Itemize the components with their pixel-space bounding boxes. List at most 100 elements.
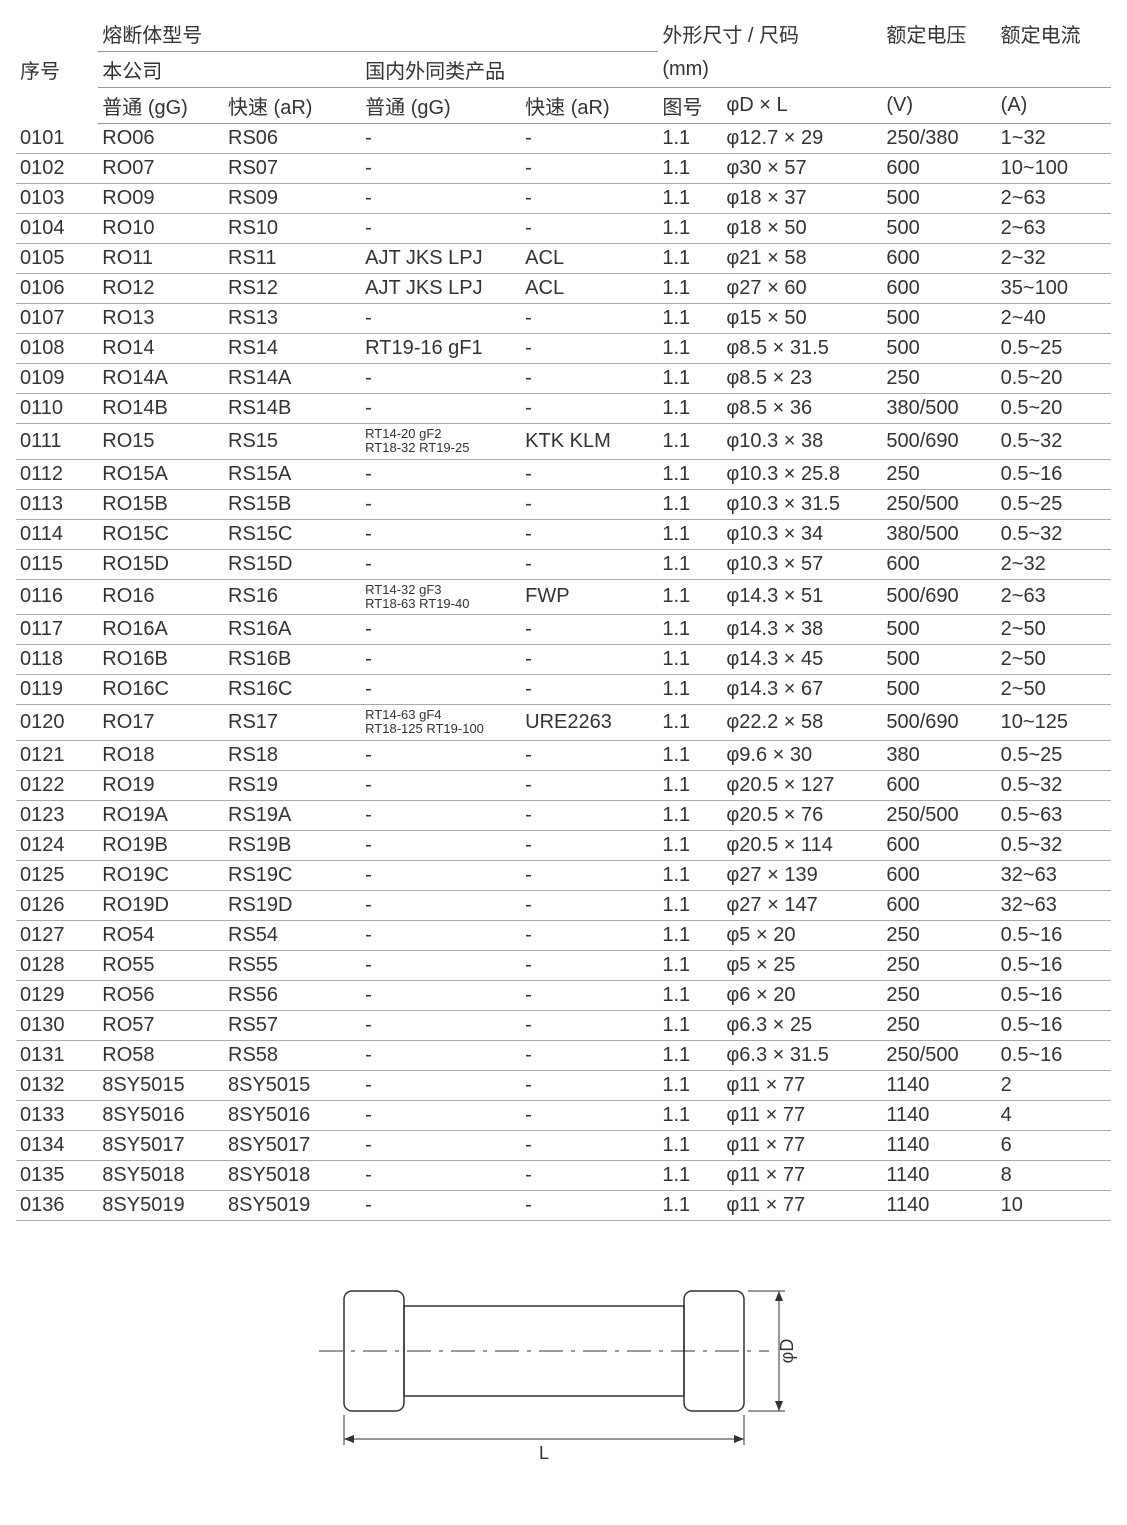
cell-seq: 0117 <box>16 615 98 645</box>
cell-v: 250/500 <box>882 1040 996 1070</box>
cell-dl: φ10.3 × 31.5 <box>722 489 882 519</box>
cell-gg2: RT19-16 gF1 <box>361 334 521 364</box>
hdr-v-unit: (V) <box>882 88 996 124</box>
cell-seq: 0125 <box>16 860 98 890</box>
cell-seq: 0106 <box>16 274 98 304</box>
cell-dl: φ11 × 77 <box>722 1160 882 1190</box>
cell-dl: φ8.5 × 36 <box>722 394 882 424</box>
cell-seq: 0105 <box>16 244 98 274</box>
cell-fig: 1.1 <box>658 830 722 860</box>
table-row: 01328SY50158SY5015--1.1φ11 × 7711402 <box>16 1070 1111 1100</box>
cell-gg2: - <box>361 615 521 645</box>
cell-dl: φ8.5 × 23 <box>722 364 882 394</box>
cell-ar1: RS16C <box>224 675 361 705</box>
cell-ar1: 8SY5017 <box>224 1130 361 1160</box>
cell-seq: 0118 <box>16 645 98 675</box>
table-row: 0113RO15BRS15B--1.1φ10.3 × 31.5250/5000.… <box>16 489 1111 519</box>
cell-gg1: RO14A <box>98 364 224 394</box>
table-row: 0108RO14RS14RT19-16 gF1-1.1φ8.5 × 31.550… <box>16 334 1111 364</box>
cell-ar1: RS19B <box>224 830 361 860</box>
table-row: 0120RO17RS17RT14-63 gF4 RT18-125 RT19-10… <box>16 705 1111 741</box>
cell-v: 380/500 <box>882 519 996 549</box>
cell-gg1: RO12 <box>98 274 224 304</box>
cell-v: 1140 <box>882 1070 996 1100</box>
cell-gg1: RO11 <box>98 244 224 274</box>
cell-fig: 1.1 <box>658 214 722 244</box>
cell-fig: 1.1 <box>658 1130 722 1160</box>
cell-ar2: FWP <box>521 579 658 615</box>
cell-ar1: RS11 <box>224 244 361 274</box>
cell-fig: 1.1 <box>658 334 722 364</box>
hdr-blank-a <box>997 52 1111 88</box>
cell-ar2: KTK KLM <box>521 424 658 460</box>
cell-a: 0.5~20 <box>997 364 1111 394</box>
cell-gg2: - <box>361 549 521 579</box>
cell-ar2: - <box>521 459 658 489</box>
cell-a: 0.5~25 <box>997 334 1111 364</box>
cell-ar1: RS57 <box>224 1010 361 1040</box>
cell-seq: 0135 <box>16 1160 98 1190</box>
cell-gg2: - <box>361 519 521 549</box>
cell-ar1: 8SY5015 <box>224 1070 361 1100</box>
cell-ar1: RS58 <box>224 1040 361 1070</box>
cell-fig: 1.1 <box>658 519 722 549</box>
cell-gg1: 8SY5016 <box>98 1100 224 1130</box>
cell-dl: φ10.3 × 57 <box>722 549 882 579</box>
cell-v: 1140 <box>882 1190 996 1220</box>
cell-ar1: RS09 <box>224 184 361 214</box>
table-row: 01358SY50188SY5018--1.1φ11 × 7711408 <box>16 1160 1111 1190</box>
cell-fig: 1.1 <box>658 1010 722 1040</box>
cell-fig: 1.1 <box>658 675 722 705</box>
cell-fig: 1.1 <box>658 950 722 980</box>
table-row: 0124RO19BRS19B--1.1φ20.5 × 1146000.5~32 <box>16 830 1111 860</box>
table-row: 0129RO56RS56--1.1φ6 × 202500.5~16 <box>16 980 1111 1010</box>
cell-fig: 1.1 <box>658 579 722 615</box>
cell-seq: 0134 <box>16 1130 98 1160</box>
cell-seq: 0128 <box>16 950 98 980</box>
cell-seq: 0123 <box>16 800 98 830</box>
cell-gg1: RO16 <box>98 579 224 615</box>
cell-dl: φ11 × 77 <box>722 1130 882 1160</box>
cell-ar1: 8SY5019 <box>224 1190 361 1220</box>
cell-gg1: RO18 <box>98 740 224 770</box>
cell-ar1: RS07 <box>224 154 361 184</box>
cell-v: 250/380 <box>882 124 996 154</box>
cell-gg1: RO14 <box>98 334 224 364</box>
cell-fig: 1.1 <box>658 274 722 304</box>
cell-a: 0.5~20 <box>997 394 1111 424</box>
fuse-diagram: LφD <box>16 1251 1111 1471</box>
cell-gg2: RT14-63 gF4 RT18-125 RT19-100 <box>361 705 521 741</box>
hdr-dim-group: 外形尺寸 / 尺码 <box>658 16 882 52</box>
cell-fig: 1.1 <box>658 124 722 154</box>
cell-a: 2~63 <box>997 184 1111 214</box>
cell-ar2: - <box>521 980 658 1010</box>
cell-ar1: RS14 <box>224 334 361 364</box>
cell-seq: 0132 <box>16 1070 98 1100</box>
cell-dl: φ11 × 77 <box>722 1190 882 1220</box>
cell-ar2: - <box>521 800 658 830</box>
cell-ar1: RS13 <box>224 304 361 334</box>
table-row: 0130RO57RS57--1.1φ6.3 × 252500.5~16 <box>16 1010 1111 1040</box>
cell-gg2: - <box>361 459 521 489</box>
cell-a: 0.5~16 <box>997 459 1111 489</box>
hdr-dim-unit: (mm) <box>658 52 882 88</box>
cell-ar2: - <box>521 364 658 394</box>
cell-v: 380/500 <box>882 394 996 424</box>
cell-dl: φ27 × 147 <box>722 890 882 920</box>
cell-gg1: RO19 <box>98 770 224 800</box>
cell-fig: 1.1 <box>658 459 722 489</box>
cell-gg2: - <box>361 1100 521 1130</box>
table-row: 0121RO18RS18--1.1φ9.6 × 303800.5~25 <box>16 740 1111 770</box>
table-row: 01338SY50168SY5016--1.1φ11 × 7711404 <box>16 1100 1111 1130</box>
table-row: 0112RO15ARS15A--1.1φ10.3 × 25.82500.5~16 <box>16 459 1111 489</box>
cell-ar2: - <box>521 154 658 184</box>
cell-dl: φ6.3 × 25 <box>722 1010 882 1040</box>
cell-v: 500 <box>882 304 996 334</box>
cell-dl: φ11 × 77 <box>722 1100 882 1130</box>
cell-ar1: RS15 <box>224 424 361 460</box>
cell-dl: φ11 × 77 <box>722 1070 882 1100</box>
cell-v: 250 <box>882 950 996 980</box>
cell-ar1: RS54 <box>224 920 361 950</box>
cell-gg2: RT14-20 gF2 RT18-32 RT19-25 <box>361 424 521 460</box>
cell-fig: 1.1 <box>658 244 722 274</box>
